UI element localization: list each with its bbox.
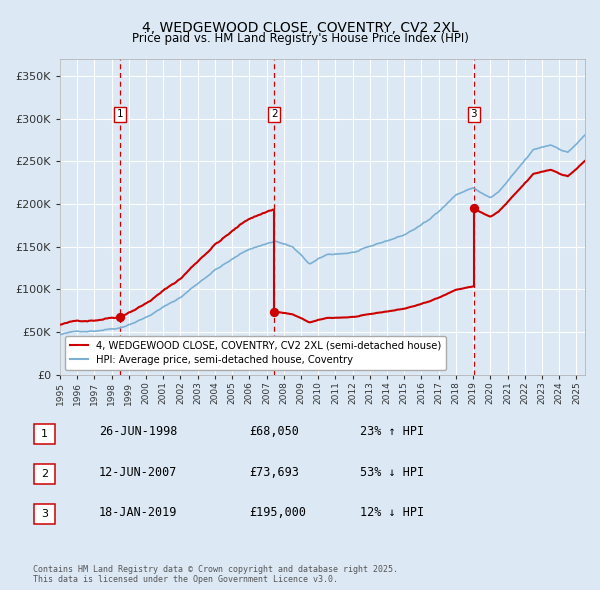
Text: 1: 1	[41, 429, 48, 438]
Text: Price paid vs. HM Land Registry's House Price Index (HPI): Price paid vs. HM Land Registry's House …	[131, 32, 469, 45]
Text: £68,050: £68,050	[249, 425, 299, 438]
Legend: 4, WEDGEWOOD CLOSE, COVENTRY, CV2 2XL (semi-detached house), HPI: Average price,: 4, WEDGEWOOD CLOSE, COVENTRY, CV2 2XL (s…	[65, 336, 446, 370]
Text: 53% ↓ HPI: 53% ↓ HPI	[360, 466, 424, 478]
FancyBboxPatch shape	[34, 424, 55, 444]
FancyBboxPatch shape	[34, 504, 55, 524]
Text: 3: 3	[470, 110, 477, 119]
Point	[469, 204, 479, 213]
Text: 12-JUN-2007: 12-JUN-2007	[99, 466, 178, 478]
Text: 3: 3	[41, 509, 48, 519]
FancyBboxPatch shape	[34, 464, 55, 484]
Text: £195,000: £195,000	[249, 506, 306, 519]
Text: £73,693: £73,693	[249, 466, 299, 478]
Text: 2: 2	[41, 469, 48, 478]
Text: Contains HM Land Registry data © Crown copyright and database right 2025.
This d: Contains HM Land Registry data © Crown c…	[33, 565, 398, 584]
Point	[269, 307, 279, 316]
Text: 4, WEDGEWOOD CLOSE, COVENTRY, CV2 2XL: 4, WEDGEWOOD CLOSE, COVENTRY, CV2 2XL	[142, 21, 458, 35]
Text: 2: 2	[271, 110, 277, 119]
Point	[115, 312, 125, 322]
Text: 1: 1	[116, 110, 123, 119]
Text: 26-JUN-1998: 26-JUN-1998	[99, 425, 178, 438]
Text: 23% ↑ HPI: 23% ↑ HPI	[360, 425, 424, 438]
Text: 18-JAN-2019: 18-JAN-2019	[99, 506, 178, 519]
Text: 12% ↓ HPI: 12% ↓ HPI	[360, 506, 424, 519]
